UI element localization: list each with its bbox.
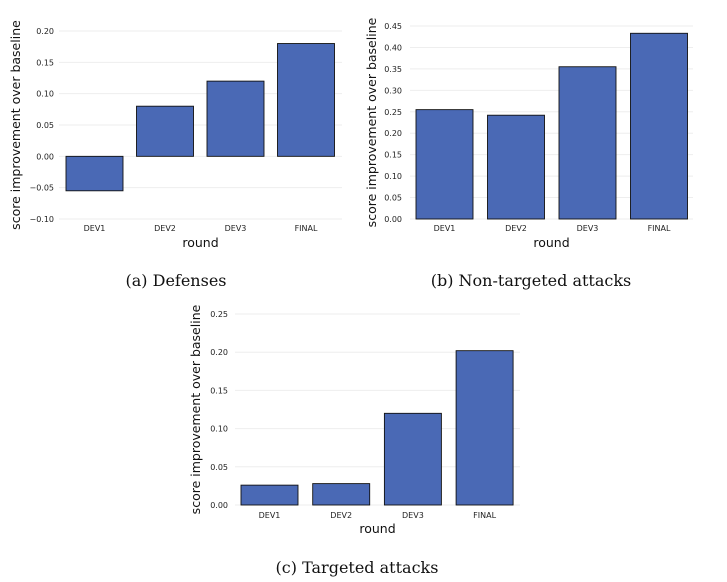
- bar-final: [630, 32, 688, 220]
- y-tick-label: 0.40: [384, 43, 402, 52]
- chart-non-targeted-attacks: 0.00 0.05 0.10 0.15 0.20 0.25 0.30 0.35 0.40 0.45…: [364, 17, 693, 290]
- x-axis-label: round: [359, 521, 395, 536]
- chart-targeted-attacks: 0.00 0.05 0.10 0.15 0.20 0.25 DEV1 DEV2 DEV3 FINA…: [188, 304, 520, 577]
- y-tick-label: 0.20: [210, 348, 228, 357]
- chart-caption: (b) Non-targeted attacks: [431, 271, 632, 290]
- chart-caption: (a) Defenses: [126, 271, 227, 290]
- bar-dev3: [558, 66, 617, 220]
- bar-dev2: [312, 483, 371, 506]
- bar-dev1: [415, 109, 474, 220]
- y-tick-label: 0.20: [384, 129, 402, 138]
- x-tick-label: DEV1: [434, 224, 456, 233]
- x-tick-label: DEV3: [225, 224, 247, 233]
- y-tick-label: 0.10: [36, 90, 54, 99]
- x-axis-label: round: [182, 235, 218, 250]
- y-tick-label: 0.25: [384, 108, 402, 117]
- y-tick-label: 0.00: [210, 501, 228, 510]
- y-tick-label: 0.45: [384, 22, 402, 31]
- y-tick-label: 0.05: [36, 121, 54, 130]
- y-axis-label: score improvement over baseline: [188, 304, 203, 514]
- x-tick-label: DEV1: [84, 224, 106, 233]
- bar-dev1: [240, 484, 299, 506]
- y-tick-label: 0.05: [384, 194, 402, 203]
- y-axis-label: score improvement over baseline: [364, 17, 379, 227]
- y-tick-label: 0.05: [210, 463, 228, 472]
- x-tick-label: DEV1: [259, 511, 281, 520]
- y-tick-label: 0.10: [210, 425, 228, 434]
- y-tick-label: −0.10: [29, 215, 54, 224]
- y-tick-label: 0.15: [384, 151, 402, 160]
- bar-dev2: [136, 105, 194, 157]
- x-tick-label: DEV2: [330, 511, 352, 520]
- bar-dev3: [383, 412, 442, 506]
- y-tick-label: 0.25: [210, 310, 228, 319]
- y-tick-label: 0.30: [384, 86, 402, 95]
- y-tick-label: 0.00: [36, 152, 54, 161]
- y-tick-label: 0.15: [36, 58, 54, 67]
- bar-dev2: [487, 114, 545, 220]
- x-tick-label: DEV2: [154, 224, 176, 233]
- x-tick-label: DEV2: [505, 224, 527, 233]
- chart-caption: (c) Targeted attacks: [276, 558, 439, 577]
- bar-dev1: [65, 155, 124, 192]
- y-tick-label: 0.35: [384, 65, 402, 74]
- y-axis-label: score improvement over baseline: [8, 20, 23, 230]
- y-tick-label: 0.20: [36, 27, 54, 36]
- x-tick-label: FINAL: [295, 224, 318, 233]
- bar-dev3: [206, 80, 265, 157]
- x-axis-label: round: [533, 235, 569, 250]
- x-tick-label: DEV3: [402, 511, 424, 520]
- x-tick-label: FINAL: [473, 511, 496, 520]
- y-tick-label: 0.10: [384, 172, 402, 181]
- y-tick-label: 0.00: [384, 215, 402, 224]
- x-tick-label: DEV3: [577, 224, 599, 233]
- y-tick-label: −0.05: [29, 184, 54, 193]
- x-tick-label: FINAL: [648, 224, 671, 233]
- bar-final: [455, 350, 514, 506]
- y-tick-label: 0.15: [210, 386, 228, 395]
- bar-final: [277, 43, 335, 157]
- chart-defenses: −0.10 −0.05 0.00 0.05 0.10 0.15 0.20 DEV1 DEV2 DE…: [8, 20, 342, 290]
